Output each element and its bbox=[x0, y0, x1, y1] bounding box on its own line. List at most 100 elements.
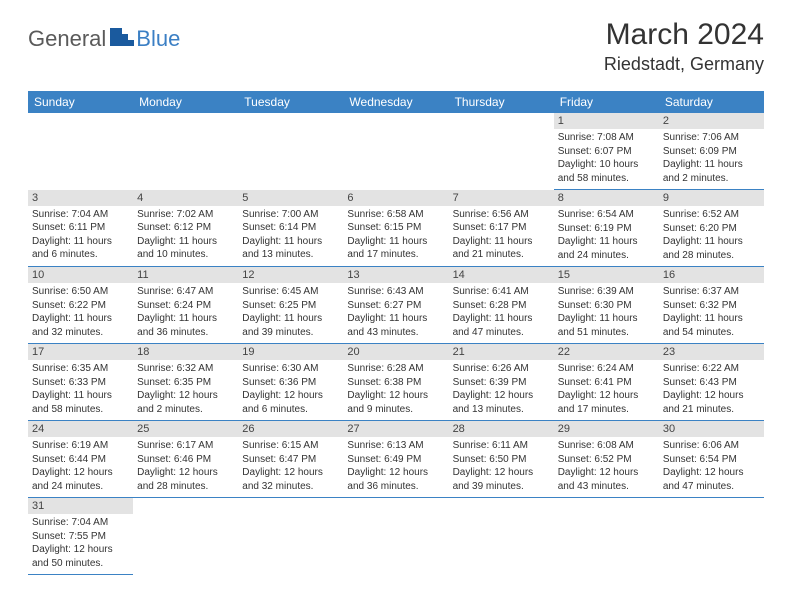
weekday-header: Monday bbox=[133, 91, 238, 113]
day-detail-line: Daylight: 11 hours bbox=[242, 235, 339, 249]
day-detail-line: Sunrise: 7:06 AM bbox=[663, 131, 760, 145]
weekday-header-row: Sunday Monday Tuesday Wednesday Thursday… bbox=[28, 91, 764, 113]
day-detail-line: Daylight: 12 hours bbox=[242, 466, 339, 480]
week-row: 24Sunrise: 6:19 AMSunset: 6:44 PMDayligh… bbox=[28, 421, 764, 498]
day-detail-line: Sunrise: 6:19 AM bbox=[32, 439, 129, 453]
day-detail-line: Sunrise: 6:11 AM bbox=[453, 439, 550, 453]
day-detail-line: Sunset: 6:28 PM bbox=[453, 299, 550, 313]
day-number: 15 bbox=[554, 267, 659, 283]
day-detail-line: and 32 minutes. bbox=[32, 326, 129, 340]
day-detail-line: and 24 minutes. bbox=[32, 480, 129, 494]
day-details bbox=[238, 117, 343, 169]
day-detail-line: Sunrise: 7:00 AM bbox=[242, 208, 339, 222]
day-cell: 6Sunrise: 6:58 AMSunset: 6:15 PMDaylight… bbox=[343, 190, 448, 267]
day-details bbox=[449, 117, 554, 169]
day-details: Sunrise: 6:52 AMSunset: 6:20 PMDaylight:… bbox=[659, 206, 764, 266]
day-cell: 3Sunrise: 7:04 AMSunset: 6:11 PMDaylight… bbox=[28, 190, 133, 267]
day-detail-line: and 21 minutes. bbox=[453, 248, 550, 262]
day-cell bbox=[449, 498, 554, 575]
day-detail-line: Daylight: 12 hours bbox=[242, 389, 339, 403]
day-number: 10 bbox=[28, 267, 133, 283]
week-row: 31Sunrise: 7:04 AMSunset: 7:55 PMDayligh… bbox=[28, 498, 764, 575]
day-details: Sunrise: 6:28 AMSunset: 6:38 PMDaylight:… bbox=[343, 360, 448, 420]
day-cell: 22Sunrise: 6:24 AMSunset: 6:41 PMDayligh… bbox=[554, 344, 659, 421]
day-detail-line: and 36 minutes. bbox=[137, 326, 234, 340]
day-cell: 26Sunrise: 6:15 AMSunset: 6:47 PMDayligh… bbox=[238, 421, 343, 498]
day-details bbox=[554, 502, 659, 554]
day-detail-line: Daylight: 11 hours bbox=[32, 312, 129, 326]
day-details: Sunrise: 6:26 AMSunset: 6:39 PMDaylight:… bbox=[449, 360, 554, 420]
day-detail-line: Sunset: 6:27 PM bbox=[347, 299, 444, 313]
day-detail-line: Sunset: 6:20 PM bbox=[663, 222, 760, 236]
day-number: 6 bbox=[343, 190, 448, 206]
day-cell: 5Sunrise: 7:00 AMSunset: 6:14 PMDaylight… bbox=[238, 190, 343, 267]
day-details: Sunrise: 6:17 AMSunset: 6:46 PMDaylight:… bbox=[133, 437, 238, 497]
day-cell: 30Sunrise: 6:06 AMSunset: 6:54 PMDayligh… bbox=[659, 421, 764, 498]
day-detail-line: and 36 minutes. bbox=[347, 480, 444, 494]
day-detail-line: Sunrise: 6:24 AM bbox=[558, 362, 655, 376]
day-detail-line: Daylight: 11 hours bbox=[137, 312, 234, 326]
day-detail-line: Daylight: 10 hours bbox=[558, 158, 655, 172]
day-cell: 13Sunrise: 6:43 AMSunset: 6:27 PMDayligh… bbox=[343, 267, 448, 344]
day-detail-line: Sunrise: 6:35 AM bbox=[32, 362, 129, 376]
day-number: 1 bbox=[554, 113, 659, 129]
day-details bbox=[133, 502, 238, 554]
day-cell: 28Sunrise: 6:11 AMSunset: 6:50 PMDayligh… bbox=[449, 421, 554, 498]
day-details: Sunrise: 7:04 AMSunset: 7:55 PMDaylight:… bbox=[28, 514, 133, 574]
day-detail-line: and 21 minutes. bbox=[663, 403, 760, 417]
day-cell: 1Sunrise: 7:08 AMSunset: 6:07 PMDaylight… bbox=[554, 113, 659, 190]
day-cell: 25Sunrise: 6:17 AMSunset: 6:46 PMDayligh… bbox=[133, 421, 238, 498]
day-detail-line: Sunset: 6:19 PM bbox=[558, 222, 655, 236]
logo-text-general: General bbox=[28, 26, 106, 52]
day-detail-line: Sunrise: 6:58 AM bbox=[347, 208, 444, 222]
day-cell: 31Sunrise: 7:04 AMSunset: 7:55 PMDayligh… bbox=[28, 498, 133, 575]
day-detail-line: Sunset: 6:14 PM bbox=[242, 221, 339, 235]
day-detail-line: Sunrise: 6:52 AM bbox=[663, 208, 760, 222]
weekday-header: Thursday bbox=[449, 91, 554, 113]
day-detail-line: Daylight: 11 hours bbox=[558, 312, 655, 326]
day-cell bbox=[238, 498, 343, 575]
day-detail-line: Daylight: 12 hours bbox=[453, 466, 550, 480]
day-cell bbox=[554, 498, 659, 575]
day-number: 31 bbox=[28, 498, 133, 514]
day-detail-line: and 28 minutes. bbox=[137, 480, 234, 494]
day-cell bbox=[659, 498, 764, 575]
day-detail-line: Sunrise: 6:47 AM bbox=[137, 285, 234, 299]
day-detail-line: Daylight: 12 hours bbox=[663, 466, 760, 480]
day-detail-line: and 58 minutes. bbox=[558, 172, 655, 186]
day-number: 26 bbox=[238, 421, 343, 437]
day-details: Sunrise: 7:02 AMSunset: 6:12 PMDaylight:… bbox=[133, 206, 238, 266]
day-cell: 14Sunrise: 6:41 AMSunset: 6:28 PMDayligh… bbox=[449, 267, 554, 344]
day-detail-line: Daylight: 11 hours bbox=[453, 312, 550, 326]
day-number: 27 bbox=[343, 421, 448, 437]
day-number: 11 bbox=[133, 267, 238, 283]
weekday-header: Tuesday bbox=[238, 91, 343, 113]
day-number: 2 bbox=[659, 113, 764, 129]
day-detail-line: Sunset: 6:44 PM bbox=[32, 453, 129, 467]
day-detail-line: Daylight: 12 hours bbox=[558, 466, 655, 480]
day-detail-line: and 54 minutes. bbox=[663, 326, 760, 340]
day-detail-line: and 43 minutes. bbox=[347, 326, 444, 340]
day-cell bbox=[343, 498, 448, 575]
day-detail-line: Sunrise: 6:37 AM bbox=[663, 285, 760, 299]
day-detail-line: Daylight: 12 hours bbox=[32, 466, 129, 480]
day-detail-line: Sunrise: 6:13 AM bbox=[347, 439, 444, 453]
day-detail-line: and 39 minutes. bbox=[242, 326, 339, 340]
day-cell: 12Sunrise: 6:45 AMSunset: 6:25 PMDayligh… bbox=[238, 267, 343, 344]
day-detail-line: Sunrise: 6:28 AM bbox=[347, 362, 444, 376]
day-detail-line: and 51 minutes. bbox=[558, 326, 655, 340]
day-detail-line: Sunrise: 6:08 AM bbox=[558, 439, 655, 453]
day-detail-line: Sunset: 6:38 PM bbox=[347, 376, 444, 390]
day-detail-line: Daylight: 12 hours bbox=[137, 466, 234, 480]
day-detail-line: Sunset: 6:24 PM bbox=[137, 299, 234, 313]
day-cell: 19Sunrise: 6:30 AMSunset: 6:36 PMDayligh… bbox=[238, 344, 343, 421]
day-detail-line: Sunset: 6:49 PM bbox=[347, 453, 444, 467]
day-details: Sunrise: 6:24 AMSunset: 6:41 PMDaylight:… bbox=[554, 360, 659, 420]
day-number: 8 bbox=[554, 190, 659, 206]
day-details: Sunrise: 6:22 AMSunset: 6:43 PMDaylight:… bbox=[659, 360, 764, 420]
day-cell bbox=[449, 113, 554, 190]
day-detail-line: Sunset: 6:17 PM bbox=[453, 221, 550, 235]
day-detail-line: Sunset: 6:25 PM bbox=[242, 299, 339, 313]
day-detail-line: and 28 minutes. bbox=[663, 249, 760, 263]
day-details bbox=[238, 502, 343, 554]
